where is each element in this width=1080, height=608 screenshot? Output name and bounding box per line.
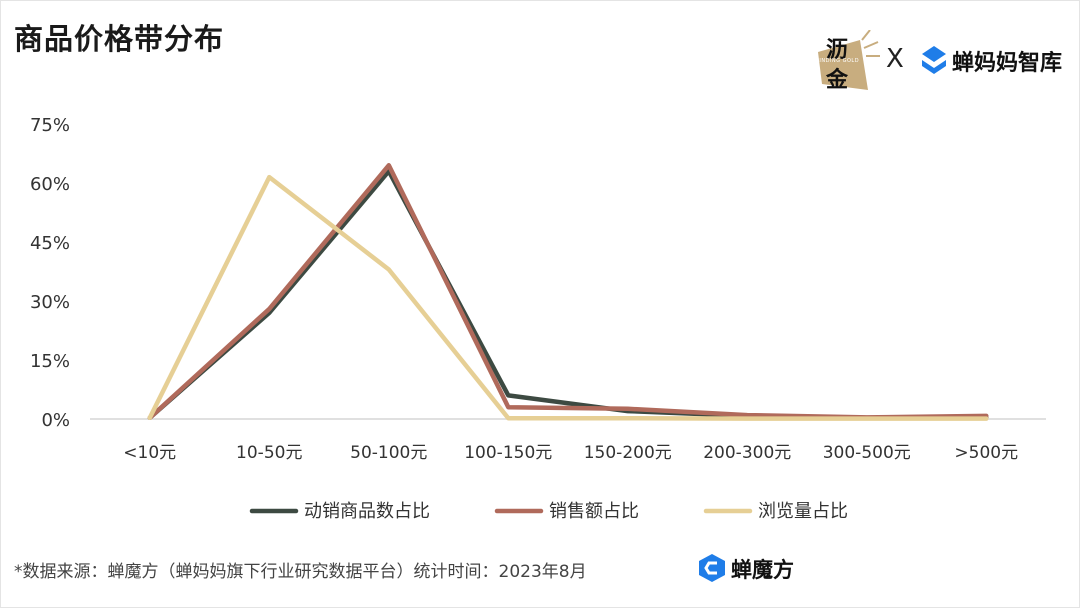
series-line-2 (147, 163, 989, 421)
brand-x-separator: X (886, 44, 904, 74)
legend-label: 动销商品数占比 (304, 501, 430, 522)
x-tick-label: 50-100元 (350, 443, 427, 463)
footer-note: *数据来源：蝉魔方（蝉妈妈旗下行业研究数据平台）统计时间：2023年8月 (14, 562, 587, 582)
y-tick-label: 15% (30, 351, 70, 372)
chanmofang-brand-text: 蝉魔方 (731, 558, 794, 582)
chanmama-brand-text: 蝉妈妈智库 (952, 51, 1063, 76)
x-tick-label: 100-150元 (464, 443, 552, 463)
y-tick-label: 0% (41, 410, 70, 431)
lijin-text-2: 金 (826, 68, 849, 93)
x-tick-label: 200-300元 (703, 443, 791, 463)
x-tick-label: 150-200元 (584, 443, 672, 463)
series-line-3 (147, 174, 989, 421)
legend-label: 浏览量占比 (758, 501, 848, 522)
y-tick-label: 60% (30, 174, 70, 195)
chanmama-logo-icon (922, 46, 946, 74)
lijin-subtext: FINDING GOLD (816, 58, 860, 64)
brand-logos: 沥 金 FINDING GOLD X 蝉妈妈智库 (812, 30, 1062, 100)
series-line-1 (147, 168, 989, 421)
x-tick-label: 10-50元 (236, 443, 302, 463)
lijin-logo-icon (818, 30, 880, 90)
y-tick-label: 30% (30, 292, 70, 313)
x-tick-label: >500元 (954, 443, 1018, 463)
chart-title: 商品价格带分布 (14, 22, 225, 56)
y-tick-label: 45% (30, 233, 70, 254)
y-tick-label: 75% (30, 115, 70, 136)
x-tick-label: <10元 (123, 443, 176, 463)
legend-label: 销售额占比 (549, 501, 639, 522)
chanmofang-logo-icon (699, 554, 725, 582)
lijin-text-1: 沥 (826, 38, 849, 63)
x-tick-label: 300-500元 (823, 443, 911, 463)
